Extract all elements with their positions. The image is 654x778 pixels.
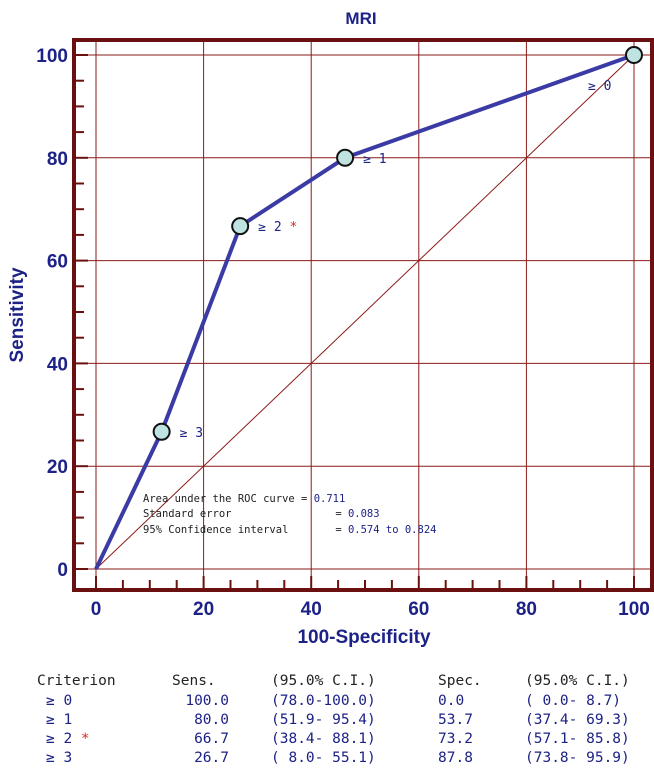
optimal-star: * bbox=[72, 731, 89, 747]
ci-row: 95% Confidence interval = 0.574 to 0.824 bbox=[143, 524, 436, 536]
cell-spec: 0.0 bbox=[438, 693, 464, 709]
x-tick-label: 60 bbox=[408, 599, 429, 620]
reference-diagonal bbox=[95, 54, 635, 570]
x-tick-label: 100 bbox=[618, 599, 650, 620]
roc-point bbox=[336, 148, 355, 167]
criterion-label: ≥ 0 bbox=[588, 79, 611, 94]
cell-sens-ci: ( 8.0- 55.1) bbox=[271, 750, 376, 766]
ci-label: 95% Confidence interval bbox=[143, 524, 288, 536]
se-label: Standard error bbox=[143, 508, 232, 520]
roc-point bbox=[152, 422, 171, 441]
cell-sens-ci: (38.4- 88.1) bbox=[271, 731, 376, 747]
header-sens: Sens. bbox=[172, 673, 216, 689]
plot-frame bbox=[72, 38, 654, 592]
stats-annotation: Area under the ROC curve = 0.711 Standar… bbox=[143, 493, 436, 536]
roc-curve bbox=[94, 46, 643, 570]
y-tick-label: 20 bbox=[47, 457, 68, 478]
x-tick-labels: 0 20 40 60 80 100 bbox=[91, 599, 650, 620]
cell-sens-ci: (78.0-100.0) bbox=[271, 693, 376, 709]
cell-spec: 53.7 bbox=[438, 712, 473, 728]
cell-spec: 73.2 bbox=[438, 731, 473, 747]
cell-spec-ci: (73.8- 95.9) bbox=[525, 750, 630, 766]
x-axis-title: 100-Specificity bbox=[297, 627, 430, 648]
cell-spec-ci: (37.4- 69.3) bbox=[525, 712, 630, 728]
criterion-label: ≥ 2 * bbox=[258, 220, 297, 235]
cell-sens: 80.0 bbox=[194, 712, 229, 728]
optimal-star: * bbox=[282, 220, 298, 235]
roc-point bbox=[231, 217, 250, 236]
y-tick-labels: 0 20 40 60 80 100 bbox=[36, 46, 68, 581]
cell-sens: 26.7 bbox=[194, 750, 229, 766]
header-criterion: Criterion bbox=[37, 673, 116, 689]
y-tick-label: 100 bbox=[36, 46, 68, 67]
auc-row: Area under the ROC curve = 0.711 bbox=[143, 493, 345, 505]
cell-criterion: ≥ 3 bbox=[46, 750, 72, 766]
x-tick-label: 40 bbox=[301, 599, 322, 620]
table-row: ≥ 1 80.0 (51.9- 95.4) 53.7 (37.4- 69.3) bbox=[46, 712, 630, 728]
ci-value: 0.574 to 0.824 bbox=[348, 524, 437, 536]
auc-label: Area under the ROC curve bbox=[143, 493, 295, 505]
y-tick-label: 40 bbox=[47, 354, 68, 375]
roc-point bbox=[625, 46, 643, 64]
grid-lines bbox=[74, 40, 652, 590]
cell-sens: 100.0 bbox=[185, 693, 229, 709]
table-body: ≥ 0 100.0 (78.0-100.0) 0.0 ( 0.0- 8.7) ≥ 1 80.… bbox=[46, 693, 630, 766]
y-axis-title: Sensitivity bbox=[7, 267, 28, 362]
y-tick-label: 0 bbox=[57, 560, 68, 581]
tick-marks bbox=[76, 54, 635, 588]
x-tick-label: 80 bbox=[516, 599, 537, 620]
cell-criterion: ≥ 2 * bbox=[46, 731, 90, 747]
se-row: Standard error = 0.083 bbox=[143, 508, 380, 520]
cell-criterion: ≥ 0 bbox=[46, 693, 72, 709]
header-spec: Spec. bbox=[438, 673, 482, 689]
point-labels: ≥ 3 ≥ 2 * ≥ 1 ≥ 0 bbox=[180, 79, 612, 441]
chart-title: MRI bbox=[345, 9, 376, 28]
diagonal-line bbox=[95, 54, 635, 570]
criterion-table: Criterion Sens. (95.0% C.I.) Spec. (95.0… bbox=[37, 673, 630, 766]
y-tick-label: 60 bbox=[47, 252, 68, 273]
auc-value: 0.711 bbox=[314, 493, 346, 505]
cell-spec-ci: (57.1- 85.8) bbox=[525, 731, 630, 747]
cell-criterion: ≥ 1 bbox=[46, 712, 72, 728]
se-value: 0.083 bbox=[348, 508, 380, 520]
cell-spec-ci: ( 0.0- 8.7) bbox=[525, 693, 621, 709]
x-tick-label: 0 bbox=[91, 599, 102, 620]
criterion-label: ≥ 1 bbox=[363, 152, 386, 167]
table-row: ≥ 2 * 66.7 (38.4- 88.1) 73.2 (57.1- 85.8) bbox=[46, 731, 630, 747]
criterion-label: ≥ 3 bbox=[180, 426, 203, 441]
y-tick-label: 80 bbox=[47, 149, 68, 170]
table-row: ≥ 0 100.0 (78.0-100.0) 0.0 ( 0.0- 8.7) bbox=[46, 693, 621, 709]
cell-spec: 87.8 bbox=[438, 750, 473, 766]
cell-sens-ci: (51.9- 95.4) bbox=[271, 712, 376, 728]
header-sens-ci: (95.0% C.I.) bbox=[271, 673, 376, 689]
table-header: Criterion Sens. (95.0% C.I.) Spec. (95.0… bbox=[37, 673, 630, 689]
cell-sens: 66.7 bbox=[194, 731, 229, 747]
table-row: ≥ 3 26.7 ( 8.0- 55.1) 87.8 (73.8- 95.9) bbox=[46, 750, 630, 766]
x-tick-label: 20 bbox=[193, 599, 214, 620]
header-spec-ci: (95.0% C.I.) bbox=[525, 673, 630, 689]
